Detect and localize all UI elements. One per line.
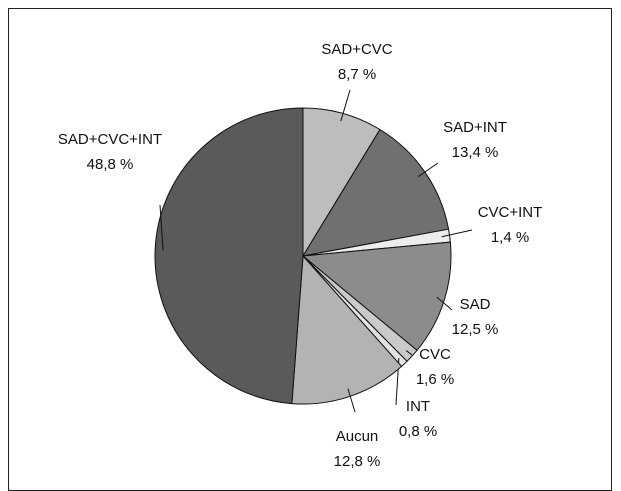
slice-value: 12,8 % bbox=[334, 453, 381, 470]
slice-value: 48,8 % bbox=[87, 156, 134, 173]
slice-label: SAD+CVC+INT bbox=[58, 131, 162, 148]
leader-line bbox=[340, 89, 351, 122]
leader-line bbox=[159, 204, 164, 251]
pie-slice bbox=[154, 107, 304, 405]
slice-value: 13,4 % bbox=[452, 144, 499, 161]
leader-line bbox=[418, 162, 439, 177]
slice-value: 8,7 % bbox=[338, 66, 376, 83]
slice-label: CVC+INT bbox=[478, 204, 543, 221]
slice-value: 12,5 % bbox=[452, 321, 499, 338]
leader-line bbox=[436, 296, 453, 311]
slice-label: SAD+INT bbox=[443, 119, 507, 136]
slice-value: 1,4 % bbox=[491, 229, 529, 246]
slice-label: SAD+CVC bbox=[321, 41, 392, 58]
leader-line bbox=[405, 350, 413, 356]
slice-value: 0,8 % bbox=[399, 423, 437, 440]
slice-label: INT bbox=[406, 398, 430, 415]
pie-slice bbox=[301, 241, 452, 352]
slice-label: SAD bbox=[460, 296, 491, 313]
slice-value: 1,6 % bbox=[416, 371, 454, 388]
slice-label: Aucun bbox=[336, 428, 379, 445]
slice-label: CVC bbox=[419, 346, 451, 363]
leader-line bbox=[347, 388, 356, 413]
leader-line bbox=[441, 229, 473, 238]
